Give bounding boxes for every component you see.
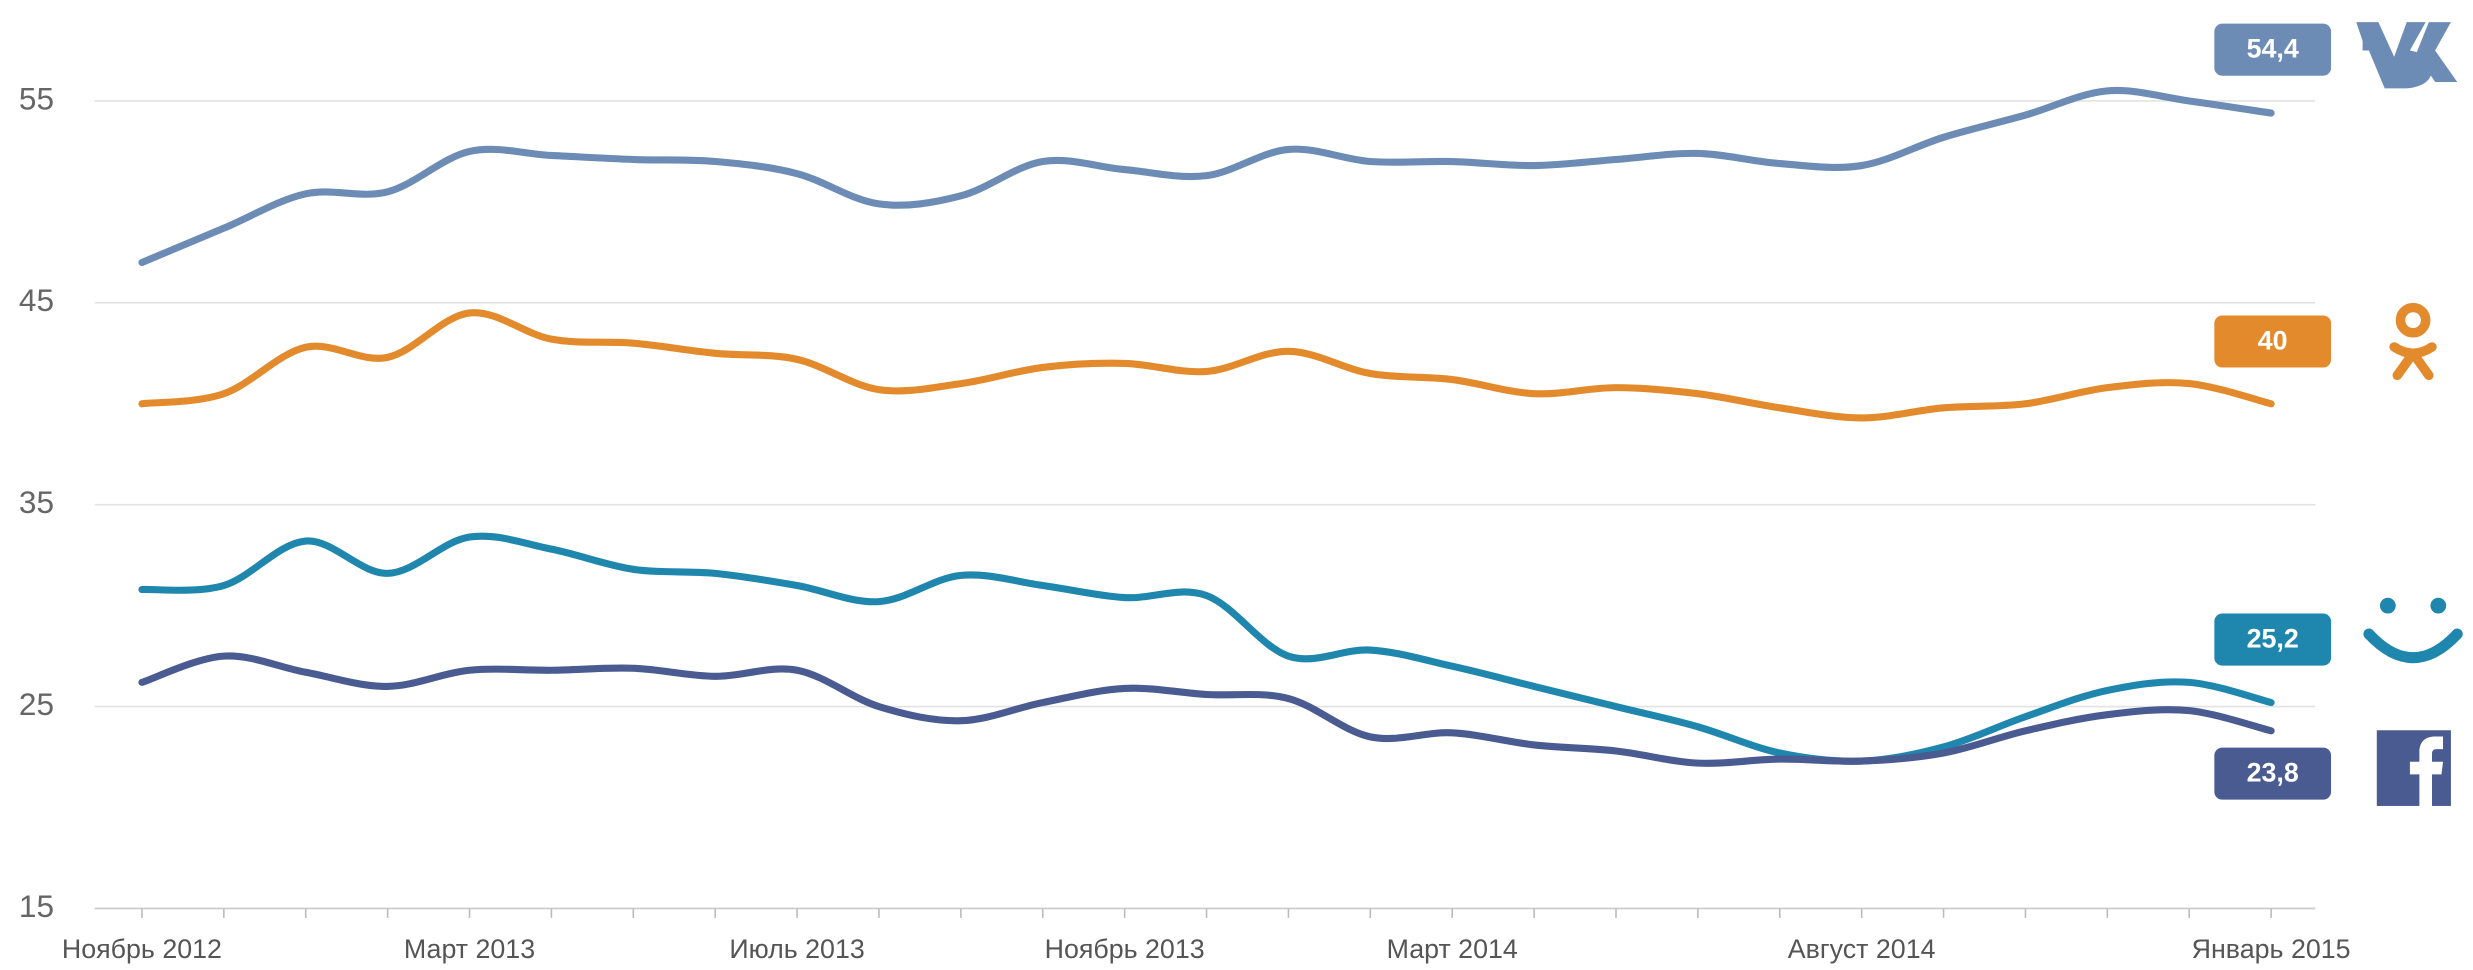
series-line xyxy=(138,652,2275,767)
end-label-box xyxy=(2214,613,2332,666)
x-tick-label: Март 2013 xyxy=(404,934,535,964)
x-tick-label: Ноябрь 2012 xyxy=(62,934,222,964)
facebook-icon xyxy=(2376,730,2451,806)
ok-icon xyxy=(2389,302,2437,381)
x-tick-label: Ноябрь 2013 xyxy=(1045,934,1205,964)
end-label-box xyxy=(2214,23,2332,76)
end-label: 54,4 xyxy=(2247,34,2299,64)
y-tick-label: 45 xyxy=(19,282,54,318)
x-tick-label: Январь 2015 xyxy=(2192,934,2351,964)
end-label-box xyxy=(2214,747,2332,800)
series-line xyxy=(138,532,2275,765)
x-tick-label: Август 2014 xyxy=(1788,934,1936,964)
end-label-box xyxy=(2214,315,2332,368)
x-tick-label: Март 2014 xyxy=(1387,934,1518,964)
y-tick-label: 55 xyxy=(19,80,54,116)
y-tick-label: 35 xyxy=(19,484,54,520)
end-label: 25,2 xyxy=(2247,623,2299,653)
y-tick-label: 25 xyxy=(19,686,54,722)
mail-icon xyxy=(2363,597,2463,664)
y-tick-label: 15 xyxy=(19,888,54,924)
series-line xyxy=(138,86,2275,267)
x-tick-label: Июль 2013 xyxy=(729,934,864,964)
vk-icon xyxy=(2356,22,2458,89)
series-line xyxy=(138,309,2275,422)
end-label: 40 xyxy=(2258,325,2288,355)
end-label: 23,8 xyxy=(2247,757,2299,787)
